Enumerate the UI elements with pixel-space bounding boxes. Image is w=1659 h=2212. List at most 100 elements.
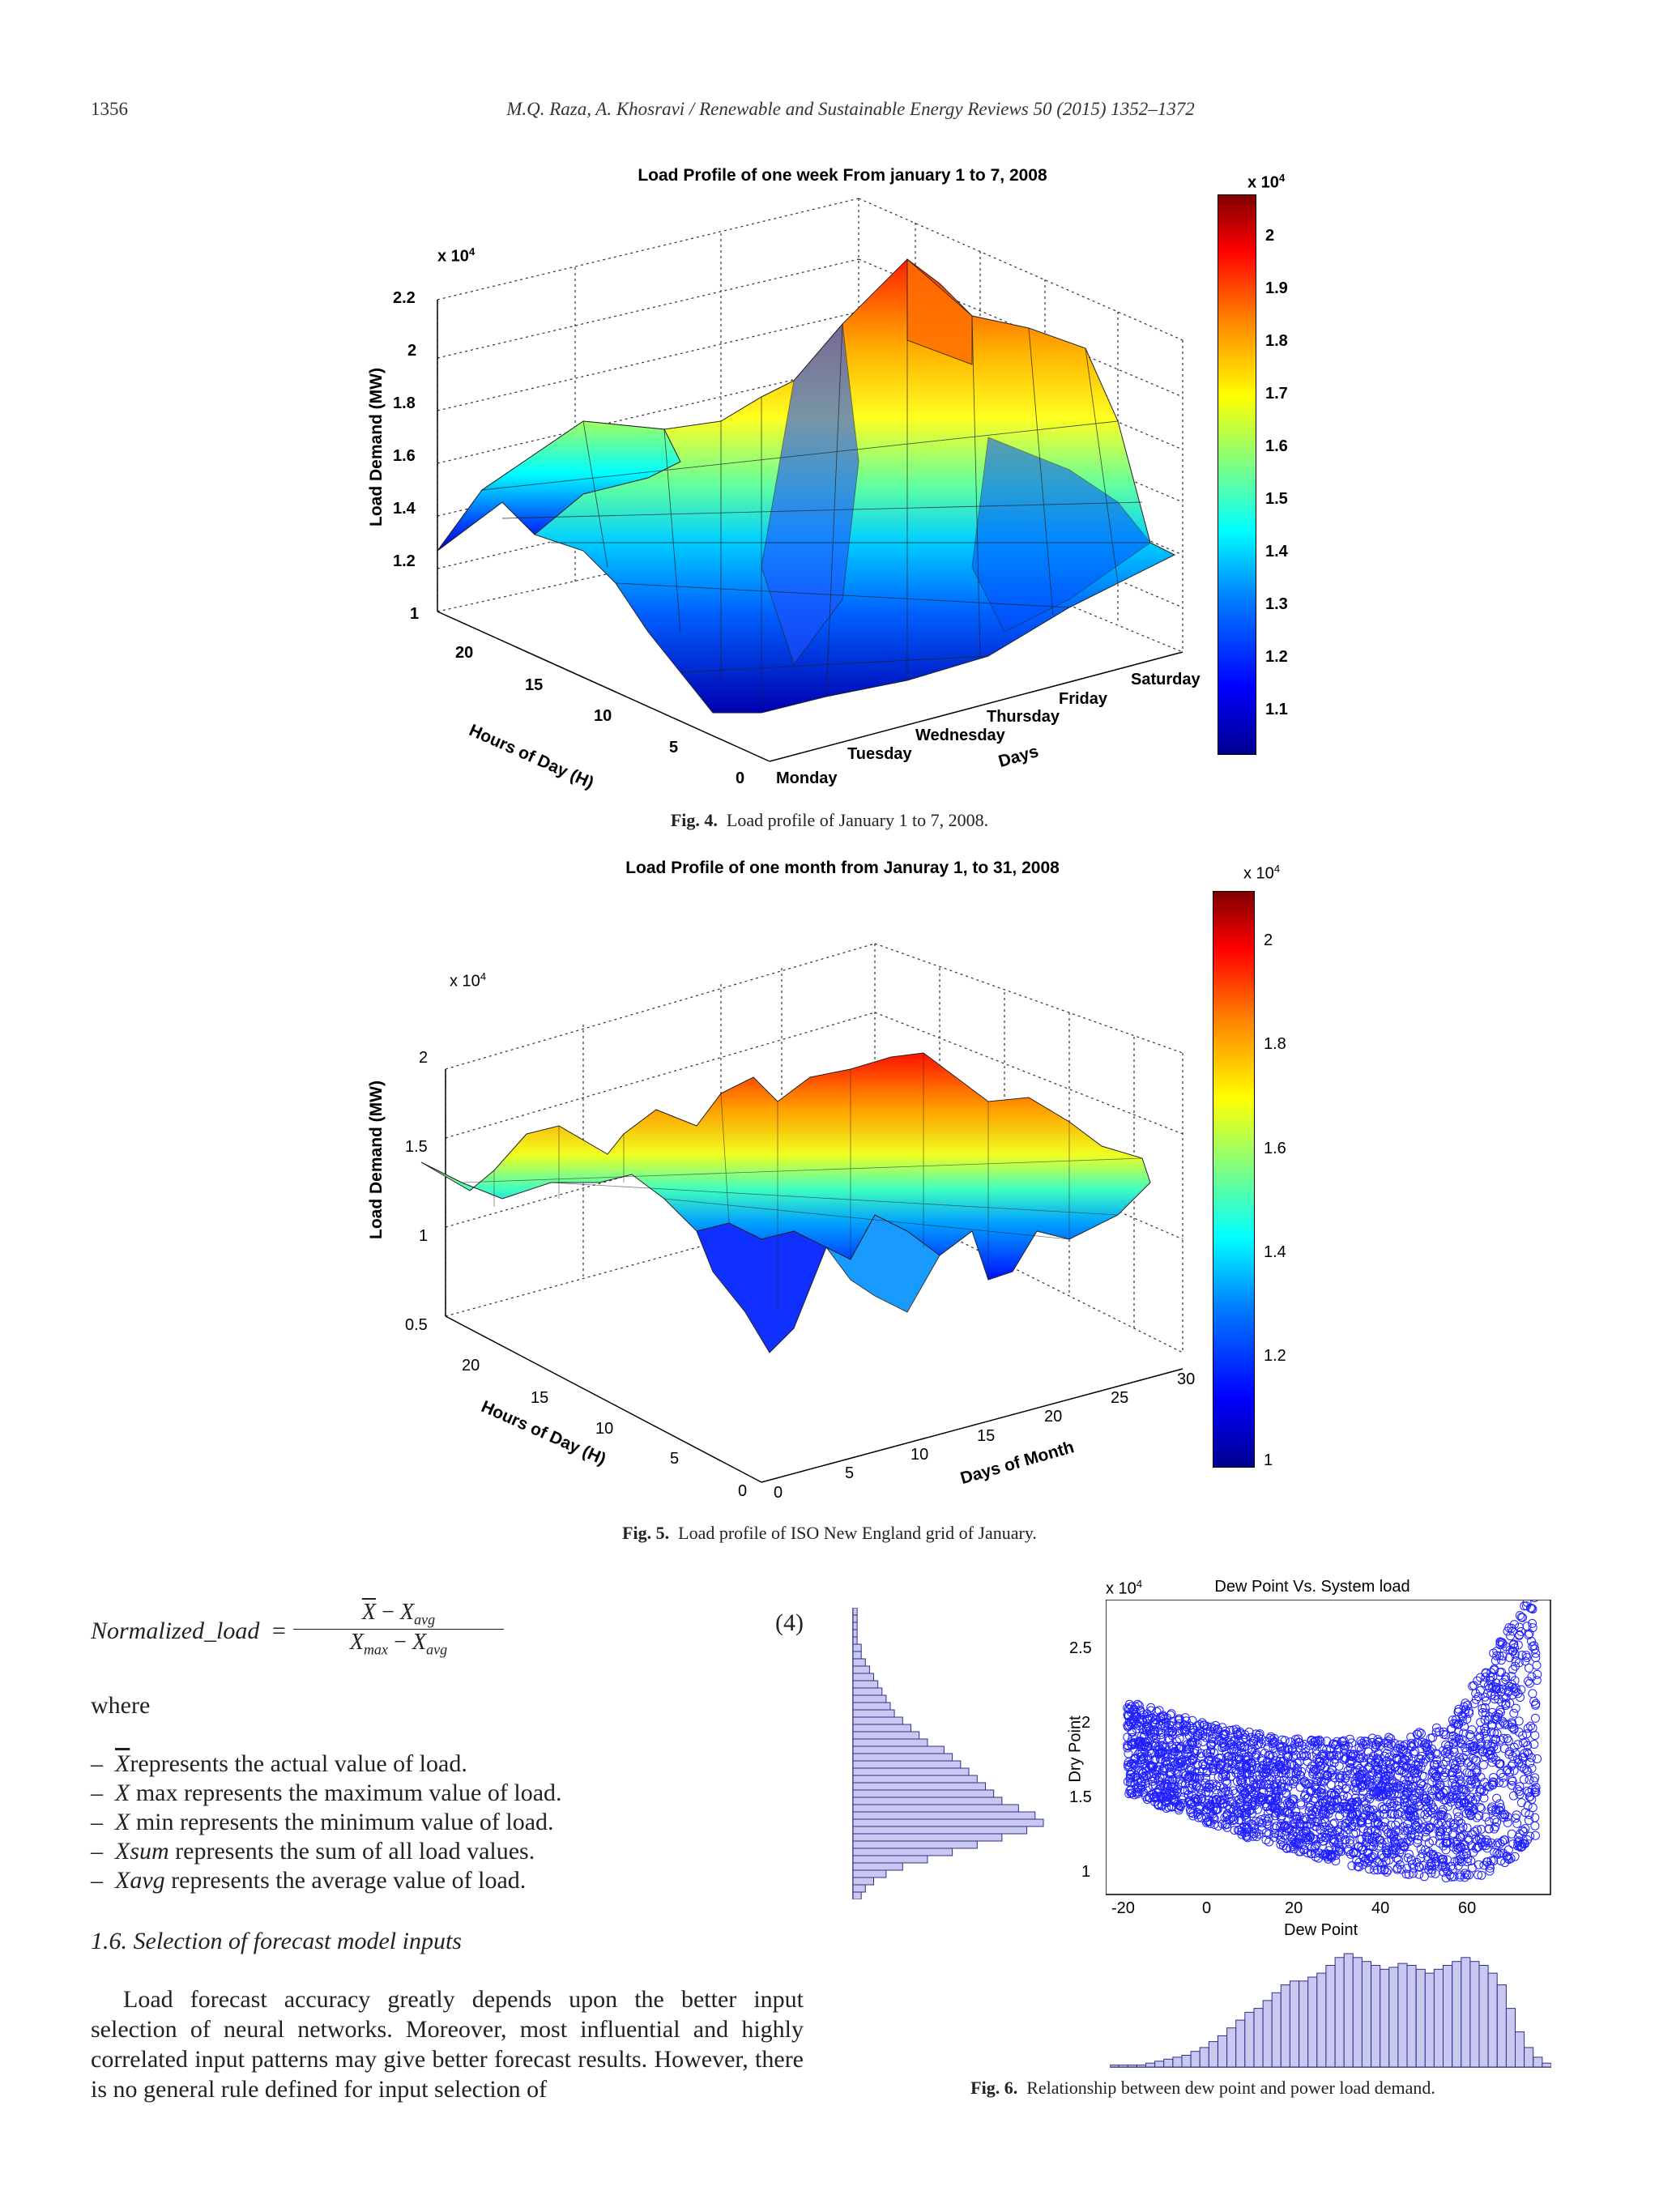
histogram-bar	[852, 1643, 862, 1652]
scatter-point	[1416, 1779, 1426, 1788]
scatter-point	[1269, 1763, 1278, 1773]
scatter-point	[1376, 1781, 1386, 1791]
scatter-point	[1124, 1749, 1133, 1758]
scatter-point	[1508, 1839, 1518, 1849]
scatter-point	[1448, 1829, 1458, 1838]
list-item: – Xsum represents the sum of all load va…	[91, 1838, 535, 1865]
scatter-point	[1503, 1734, 1512, 1743]
fig4-day-tick: Wednesday	[915, 727, 1005, 744]
scatter-point	[1482, 1857, 1492, 1867]
scatter-point	[1217, 1734, 1226, 1743]
scatter-point	[1235, 1784, 1245, 1793]
scatter-point	[1337, 1847, 1346, 1856]
scatter-point	[1316, 1757, 1325, 1767]
fig4-surface	[437, 258, 1176, 714]
scatter-point	[1427, 1792, 1436, 1801]
scatter-point	[1525, 1663, 1533, 1673]
scatter-point	[1499, 1744, 1509, 1754]
scatter-point	[1133, 1784, 1143, 1793]
scatter-point	[1150, 1727, 1160, 1737]
histogram-bar	[1533, 2056, 1543, 2068]
scatter-point	[1387, 1846, 1397, 1856]
fig4-cbar-tick: 1.3	[1265, 595, 1288, 613]
scatter-point	[1450, 1763, 1460, 1773]
scatter-point	[1467, 1841, 1476, 1851]
scatter-point	[1190, 1773, 1200, 1783]
scatter-point	[1410, 1803, 1419, 1813]
fig5-day-tick: 10	[911, 1446, 929, 1464]
scatter-point	[1229, 1725, 1239, 1735]
scatter-point	[1513, 1754, 1523, 1764]
scatter-point	[1220, 1788, 1230, 1797]
fig5-cbar-tick: 2	[1264, 931, 1273, 949]
histogram-bar	[852, 1840, 978, 1849]
scatter-point	[1354, 1842, 1363, 1852]
scatter-point	[1352, 1808, 1362, 1817]
scatter-point	[1331, 1788, 1341, 1798]
scatter-point	[1259, 1787, 1269, 1796]
scatter-point	[1477, 1870, 1486, 1880]
fig5-hour-tick: 5	[670, 1450, 680, 1468]
scatter-point	[1321, 1833, 1331, 1843]
histogram-bar	[1218, 2035, 1228, 2068]
scatter-point	[1461, 1698, 1470, 1708]
scatter-point	[1286, 1799, 1296, 1809]
scatter-point	[1255, 1729, 1265, 1739]
scatter-point	[1317, 1744, 1327, 1754]
scatter-point	[1346, 1750, 1355, 1759]
scatter-point	[1441, 1730, 1451, 1740]
scatter-point	[1462, 1848, 1471, 1858]
fig5-day-tick: 25	[1111, 1389, 1129, 1407]
scatter-point	[1458, 1822, 1468, 1832]
scatter-point	[1283, 1752, 1293, 1762]
scatter-point	[1337, 1820, 1347, 1830]
scatter-point	[1406, 1855, 1416, 1865]
scatter-point	[1486, 1727, 1496, 1737]
scatter-point	[1317, 1750, 1327, 1760]
fig6-y-tick: 1.5	[1069, 1788, 1092, 1806]
scatter-point	[1392, 1755, 1402, 1765]
scatter-point	[1174, 1714, 1183, 1724]
scatter-point	[1134, 1721, 1144, 1731]
scatter-point	[1454, 1855, 1464, 1865]
scatter-point	[1448, 1830, 1457, 1839]
scatter-point	[1448, 1735, 1457, 1744]
fig4-cbar-tick: 1.8	[1265, 332, 1288, 350]
histogram-bar	[1371, 1965, 1381, 2068]
scatter-point	[1237, 1792, 1247, 1802]
scatter-point	[1312, 1750, 1321, 1759]
scatter-point	[1482, 1740, 1492, 1749]
scatter-point	[1206, 1740, 1216, 1750]
scatter-point	[1445, 1870, 1455, 1880]
scatter-point	[1160, 1763, 1170, 1773]
scatter-point	[1390, 1809, 1400, 1819]
scatter-point	[1308, 1796, 1318, 1806]
scatter-point	[1435, 1766, 1444, 1775]
scatter-point	[1492, 1818, 1502, 1827]
scatter-point	[1447, 1724, 1456, 1733]
scatter-point	[1252, 1763, 1262, 1772]
scatter-point	[1418, 1737, 1427, 1747]
scatter-point	[1486, 1838, 1496, 1848]
scatter-point	[1123, 1760, 1132, 1770]
scatter-point	[1476, 1673, 1485, 1682]
scatter-point	[1398, 1838, 1408, 1848]
scatter-point	[1533, 1669, 1542, 1679]
scatter-point	[1195, 1801, 1205, 1811]
fig4-day-tick: Saturday	[1131, 671, 1201, 688]
scatter-point	[1288, 1746, 1298, 1756]
scatter-point	[1192, 1781, 1201, 1791]
scatter-point	[1222, 1819, 1232, 1829]
scatter-point	[1479, 1793, 1489, 1803]
scatter-point	[1454, 1785, 1464, 1795]
scatter-point	[1358, 1738, 1367, 1748]
scatter-point	[1284, 1745, 1294, 1754]
scatter-point	[1507, 1761, 1516, 1771]
scatter-point	[1533, 1754, 1542, 1763]
side-hist-bars	[852, 1608, 1044, 1899]
scatter-point	[1247, 1747, 1256, 1757]
scatter-point	[1148, 1748, 1157, 1758]
scatter-point	[1525, 1809, 1534, 1819]
scatter-point	[1463, 1700, 1473, 1710]
scatter-point	[1480, 1692, 1490, 1702]
